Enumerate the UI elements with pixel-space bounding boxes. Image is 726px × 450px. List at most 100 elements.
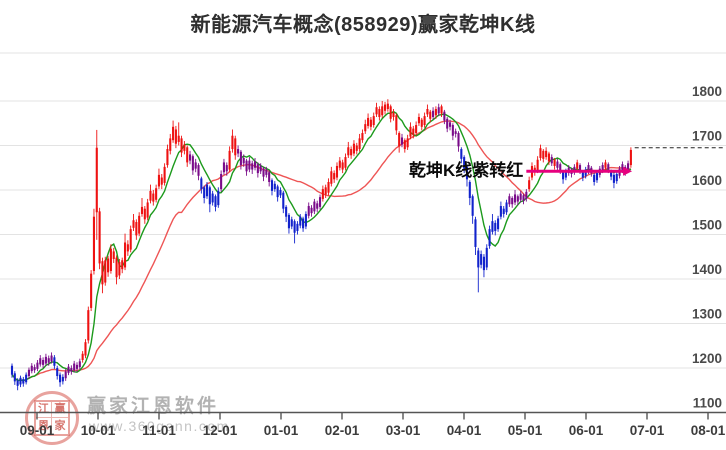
- candle-body: [491, 221, 494, 232]
- candle-body: [10, 365, 14, 375]
- x-axis-label: 11-01: [142, 423, 176, 438]
- candle-body: [25, 374, 28, 383]
- candle-body: [318, 197, 322, 207]
- candle-body: [398, 133, 401, 147]
- candle-body: [480, 254, 483, 265]
- x-axis-label: 08-01: [691, 423, 726, 438]
- candle-body: [234, 138, 237, 156]
- x-axis-label: 03-01: [386, 423, 421, 438]
- candle-body: [64, 371, 67, 379]
- candle-body: [553, 159, 556, 166]
- candle-body: [200, 178, 203, 190]
- candle-body: [42, 359, 45, 365]
- candle-body: [81, 353, 84, 360]
- candle-body: [578, 165, 582, 171]
- seal-char: 赢: [52, 402, 68, 418]
- candle-body: [454, 131, 457, 134]
- candle-body: [403, 140, 406, 150]
- candle-body: [220, 173, 223, 190]
- candle-body: [386, 103, 389, 110]
- candle-body: [211, 193, 214, 203]
- candle-body: [409, 126, 412, 137]
- candle-body: [482, 256, 485, 271]
- candle-body: [56, 368, 59, 377]
- page-title: 新能源汽车概念(858929)赢家乾坤K线: [190, 14, 536, 36]
- candle-body: [58, 374, 62, 383]
- candle-body: [352, 143, 355, 154]
- candle-body: [587, 165, 590, 172]
- candle-body: [395, 115, 398, 131]
- candle-body: [75, 364, 79, 369]
- candle-body: [505, 202, 508, 213]
- candle-body: [307, 206, 310, 216]
- candle-body: [225, 165, 228, 172]
- candle-body: [564, 171, 567, 178]
- candle-body: [149, 190, 152, 201]
- candle-body: [157, 174, 161, 187]
- candle-body: [330, 171, 333, 184]
- candle-body: [197, 165, 200, 176]
- x-axis-label: 07-01: [630, 423, 665, 438]
- candle-body: [347, 147, 350, 156]
- candle-body: [502, 208, 505, 215]
- candle-body: [629, 149, 632, 166]
- candle-body: [121, 260, 124, 270]
- candle-body: [217, 190, 220, 206]
- x-axis-label: 06-01: [569, 423, 604, 438]
- candle-body: [601, 165, 604, 171]
- candle-body: [562, 172, 565, 180]
- candle-body: [186, 147, 189, 163]
- candle-body: [499, 206, 502, 217]
- candle-body: [474, 219, 477, 247]
- candle-body: [123, 242, 127, 268]
- candle-body: [115, 257, 118, 278]
- candle-body: [615, 173, 618, 182]
- candle-body: [104, 260, 107, 283]
- candle-body: [293, 221, 296, 233]
- candle-body: [282, 192, 285, 209]
- candle-body: [177, 135, 180, 142]
- candle-body: [556, 161, 559, 168]
- y-axis-label: 1100: [693, 396, 722, 411]
- x-axis-label: 04-01: [447, 423, 482, 438]
- candle-body: [112, 251, 115, 259]
- candle-body: [132, 220, 135, 228]
- candle-body: [276, 186, 279, 198]
- candle-body: [13, 373, 16, 382]
- candle-body: [203, 187, 206, 199]
- x-axis-label: 10-01: [81, 423, 116, 438]
- candle-body: [511, 198, 514, 205]
- candle-body: [327, 181, 330, 193]
- candle-body: [87, 310, 90, 341]
- candle-body: [90, 273, 93, 308]
- candle-body: [95, 147, 98, 213]
- candle-body: [98, 211, 101, 264]
- candle-body: [369, 119, 372, 127]
- candle-body: [367, 117, 370, 126]
- candle-body: [22, 379, 25, 384]
- candle-body: [253, 161, 257, 168]
- y-axis-label: 1500: [692, 218, 722, 233]
- candle-body: [333, 173, 336, 180]
- candle-body: [222, 162, 225, 173]
- seal-char: 恩: [36, 418, 52, 434]
- candle-body: [420, 119, 423, 127]
- candle-body: [446, 118, 449, 129]
- candle-body: [432, 110, 435, 118]
- candle-body: [152, 193, 155, 202]
- candle-body: [324, 187, 327, 195]
- candle-body: [494, 222, 497, 231]
- candle-body: [140, 206, 144, 215]
- candle-body: [559, 164, 562, 171]
- candle-body: [539, 148, 542, 158]
- candle-body: [437, 107, 440, 114]
- candle-body: [118, 262, 121, 276]
- candle-body: [174, 129, 177, 144]
- candle-body: [50, 355, 53, 362]
- ma-fast-line: [11, 110, 632, 382]
- candle-body: [248, 160, 251, 170]
- x-axis-label: 02-01: [325, 423, 360, 438]
- candle-body: [542, 150, 545, 159]
- candle-body: [595, 173, 599, 181]
